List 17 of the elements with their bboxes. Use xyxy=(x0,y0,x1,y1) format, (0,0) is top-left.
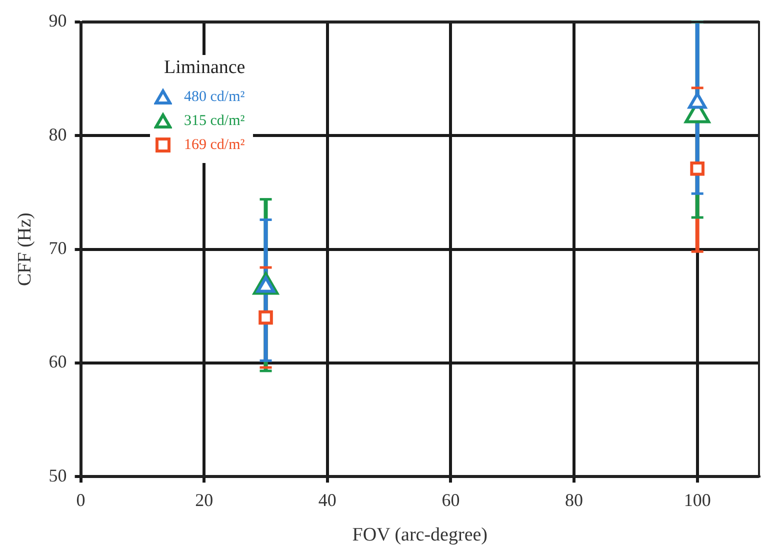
x-axis-title: FOV (arc-degree) xyxy=(352,524,488,546)
legend-label: 480 cd/m² xyxy=(184,88,245,106)
y-axis-title: CFF (Hz) xyxy=(14,212,36,286)
y-tick-label: 90 xyxy=(48,10,67,31)
y-tick-label: 70 xyxy=(48,238,67,258)
x-tick-label: 100 xyxy=(684,490,711,510)
x-tick-label: 60 xyxy=(442,490,460,510)
y-tick-label: 80 xyxy=(48,124,67,144)
x-tick-label: 20 xyxy=(195,490,214,510)
legend-label: 169 cd/m² xyxy=(184,136,245,154)
legend-title: Liminance xyxy=(164,57,246,79)
x-tick-label: 40 xyxy=(318,490,336,510)
y-tick-label: 50 xyxy=(48,465,67,486)
legend-label: 315 cd/m² xyxy=(184,112,245,130)
y-tick-label: 60 xyxy=(48,352,67,372)
x-tick-label: 80 xyxy=(565,490,584,510)
x-tick-label: 0 xyxy=(76,490,86,510)
